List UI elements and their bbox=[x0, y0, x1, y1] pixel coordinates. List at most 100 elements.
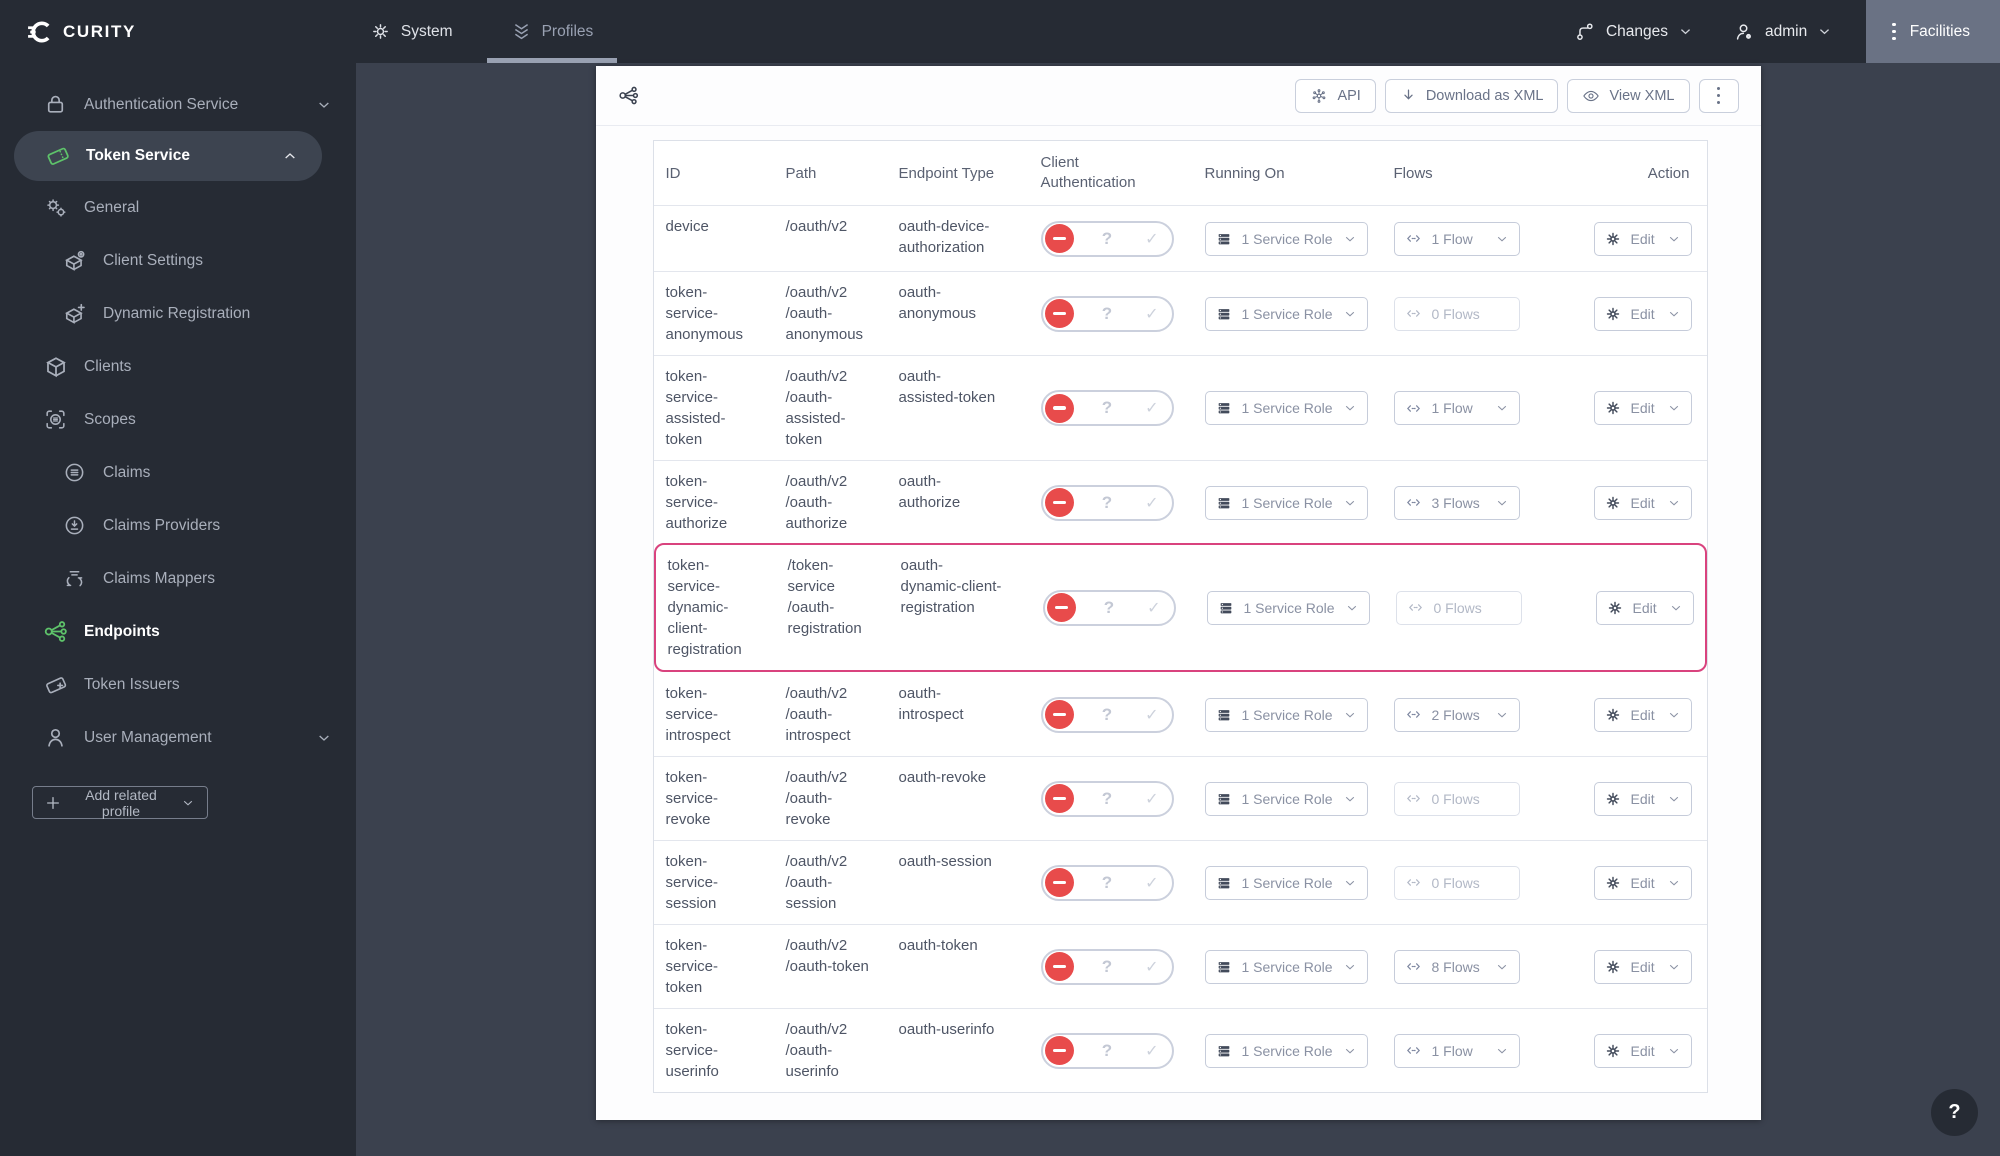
toggle-deny-option[interactable] bbox=[1044, 952, 1074, 981]
client-authentication-toggle[interactable]: ? ✓ bbox=[1040, 484, 1174, 521]
changes-menu[interactable]: Changes bbox=[1574, 21, 1693, 43]
toggle-optional-option[interactable]: ? bbox=[1101, 398, 1113, 417]
sidebar-item-dynamic-registration[interactable]: Dynamic Registration bbox=[0, 287, 356, 340]
client-authentication-toggle[interactable]: ? ✓ bbox=[1040, 390, 1174, 426]
toggle-require-option[interactable]: ✓ bbox=[1145, 494, 1159, 512]
flows-dropdown[interactable]: 0 Flows bbox=[1393, 865, 1520, 900]
client-authentication-toggle[interactable]: ? ✓ bbox=[1040, 948, 1174, 985]
edit-button[interactable]: Edit bbox=[1593, 221, 1692, 256]
toggle-deny-option[interactable] bbox=[1044, 224, 1074, 253]
sidebar-item-claims-mappers[interactable]: Claims Mappers bbox=[0, 552, 356, 605]
running-on-dropdown[interactable]: 1 Service Role bbox=[1204, 221, 1368, 256]
running-on-dropdown[interactable]: 1 Service Role bbox=[1206, 590, 1370, 625]
sidebar-item-general[interactable]: General bbox=[0, 181, 356, 234]
endpoint-type: oauth-revoke bbox=[898, 769, 987, 786]
edit-button[interactable]: Edit bbox=[1593, 1033, 1692, 1068]
client-authentication-toggle[interactable]: ? ✓ bbox=[1040, 780, 1174, 817]
toggle-require-option[interactable]: ✓ bbox=[1145, 1042, 1159, 1060]
more-options-button[interactable] bbox=[1698, 78, 1739, 113]
sidebar-item-client-settings[interactable]: Client Settings bbox=[0, 234, 356, 287]
running-on-dropdown[interactable]: 1 Service Role bbox=[1204, 296, 1368, 331]
sidebar-item-scopes[interactable]: Scopes bbox=[0, 393, 356, 446]
running-on-dropdown[interactable]: 1 Service Role bbox=[1204, 391, 1368, 425]
running-on-dropdown[interactable]: 1 Service Role bbox=[1204, 781, 1368, 816]
running-on-dropdown[interactable]: 1 Service Role bbox=[1204, 949, 1368, 984]
flows-dropdown[interactable]: 0 Flows bbox=[1393, 296, 1520, 331]
toggle-optional-option[interactable]: ? bbox=[1101, 492, 1113, 512]
flows-dropdown[interactable]: 2 Flows bbox=[1393, 697, 1520, 732]
toggle-optional-option[interactable]: ? bbox=[1101, 1040, 1113, 1060]
running-on-dropdown[interactable]: 1 Service Role bbox=[1204, 485, 1368, 520]
flows-dropdown[interactable]: 1 Flow bbox=[1393, 221, 1520, 256]
tab-profiles[interactable]: Profiles bbox=[486, 0, 617, 63]
toggle-require-option[interactable]: ✓ bbox=[1145, 305, 1159, 323]
client-authentication-toggle[interactable]: ? ✓ bbox=[1040, 1032, 1174, 1069]
toggle-require-option[interactable]: ✓ bbox=[1145, 790, 1159, 808]
help-button[interactable]: ? bbox=[1931, 1089, 1978, 1136]
sidebar-item-clients[interactable]: Clients bbox=[0, 340, 356, 393]
toggle-optional-option[interactable]: ? bbox=[1101, 228, 1113, 248]
toggle-deny-option[interactable] bbox=[1044, 784, 1074, 813]
view-xml-button[interactable]: View XML bbox=[1567, 78, 1690, 113]
client-authentication-toggle[interactable]: ? ✓ bbox=[1042, 589, 1176, 626]
add-related-profile-button[interactable]: Add related profile bbox=[32, 786, 208, 819]
running-on-value: 1 Service Role bbox=[1241, 1042, 1333, 1059]
facilities-button[interactable]: Facilities bbox=[1866, 0, 2000, 63]
edit-button[interactable]: Edit bbox=[1595, 590, 1694, 625]
running-on-dropdown[interactable]: 1 Service Role bbox=[1204, 697, 1368, 732]
client-authentication-toggle[interactable]: ? ✓ bbox=[1040, 220, 1174, 257]
toggle-optional-option[interactable]: ? bbox=[1101, 303, 1113, 323]
edit-button[interactable]: Edit bbox=[1593, 949, 1692, 984]
flows-dropdown[interactable]: 1 Flow bbox=[1393, 391, 1520, 425]
box-gear-icon bbox=[61, 247, 88, 274]
toggle-deny-option[interactable] bbox=[1044, 1036, 1074, 1065]
toggle-optional-option[interactable]: ? bbox=[1101, 788, 1113, 808]
sidebar-item-claims[interactable]: Claims bbox=[0, 446, 356, 499]
sidebar-item-authentication-service[interactable]: Authentication Service bbox=[0, 78, 356, 131]
sidebar-item-user-management[interactable]: User Management bbox=[0, 711, 356, 764]
running-on-dropdown[interactable]: 1 Service Role bbox=[1204, 865, 1368, 900]
toggle-deny-option[interactable] bbox=[1044, 868, 1074, 897]
api-button[interactable]: API bbox=[1295, 78, 1376, 113]
tab-system[interactable]: System bbox=[364, 0, 459, 63]
admin-menu[interactable]: admin bbox=[1733, 21, 1832, 43]
sidebar-item-token-issuers[interactable]: Token Issuers bbox=[0, 658, 356, 711]
edit-button[interactable]: Edit bbox=[1593, 865, 1692, 900]
sidebar-item-claims-providers[interactable]: Claims Providers bbox=[0, 499, 356, 552]
toggle-require-option[interactable]: ✓ bbox=[1145, 958, 1159, 976]
edit-button[interactable]: Edit bbox=[1593, 391, 1692, 425]
sidebar-item-endpoints[interactable]: Endpoints bbox=[0, 605, 356, 658]
client-authentication-toggle[interactable]: ? ✓ bbox=[1040, 864, 1174, 901]
toggle-deny-option[interactable] bbox=[1044, 700, 1074, 729]
flows-dropdown[interactable]: 0 Flows bbox=[1395, 590, 1522, 625]
client-authentication-toggle[interactable]: ? ✓ bbox=[1040, 295, 1174, 332]
toggle-deny-option[interactable] bbox=[1044, 299, 1074, 328]
toggle-deny-option[interactable] bbox=[1044, 393, 1074, 423]
toggle-optional-option[interactable]: ? bbox=[1101, 872, 1113, 892]
scopes-icon bbox=[42, 406, 69, 433]
edit-button[interactable]: Edit bbox=[1593, 485, 1692, 520]
toggle-require-option[interactable]: ✓ bbox=[1145, 230, 1159, 248]
flows-dropdown[interactable]: 1 Flow bbox=[1393, 1033, 1520, 1068]
download-xml-button[interactable]: Download as XML bbox=[1384, 78, 1559, 113]
toggle-optional-option[interactable]: ? bbox=[1101, 956, 1113, 976]
flows-dropdown[interactable]: 0 Flows bbox=[1393, 781, 1520, 816]
edit-button[interactable]: Edit bbox=[1593, 781, 1692, 816]
flows-dropdown[interactable]: 8 Flows bbox=[1393, 949, 1520, 984]
toggle-require-option[interactable]: ✓ bbox=[1145, 706, 1159, 724]
toggle-optional-option[interactable]: ? bbox=[1101, 704, 1113, 724]
toggle-optional-option[interactable]: ? bbox=[1103, 597, 1115, 617]
server-icon bbox=[1216, 495, 1232, 511]
flows-dropdown[interactable]: 3 Flows bbox=[1393, 485, 1520, 520]
client-authentication-toggle[interactable]: ? ✓ bbox=[1040, 696, 1174, 733]
toggle-require-option[interactable]: ✓ bbox=[1145, 400, 1159, 417]
toggle-require-option[interactable]: ✓ bbox=[1145, 874, 1159, 892]
toggle-require-option[interactable]: ✓ bbox=[1147, 599, 1161, 617]
running-on-dropdown[interactable]: 1 Service Role bbox=[1204, 1033, 1368, 1068]
endpoints-icon bbox=[42, 618, 69, 645]
toggle-deny-option[interactable] bbox=[1044, 488, 1074, 517]
edit-button[interactable]: Edit bbox=[1593, 296, 1692, 331]
toggle-deny-option[interactable] bbox=[1046, 593, 1076, 622]
edit-button[interactable]: Edit bbox=[1593, 697, 1692, 732]
sidebar-item-token-service[interactable]: Token Service bbox=[14, 131, 322, 181]
